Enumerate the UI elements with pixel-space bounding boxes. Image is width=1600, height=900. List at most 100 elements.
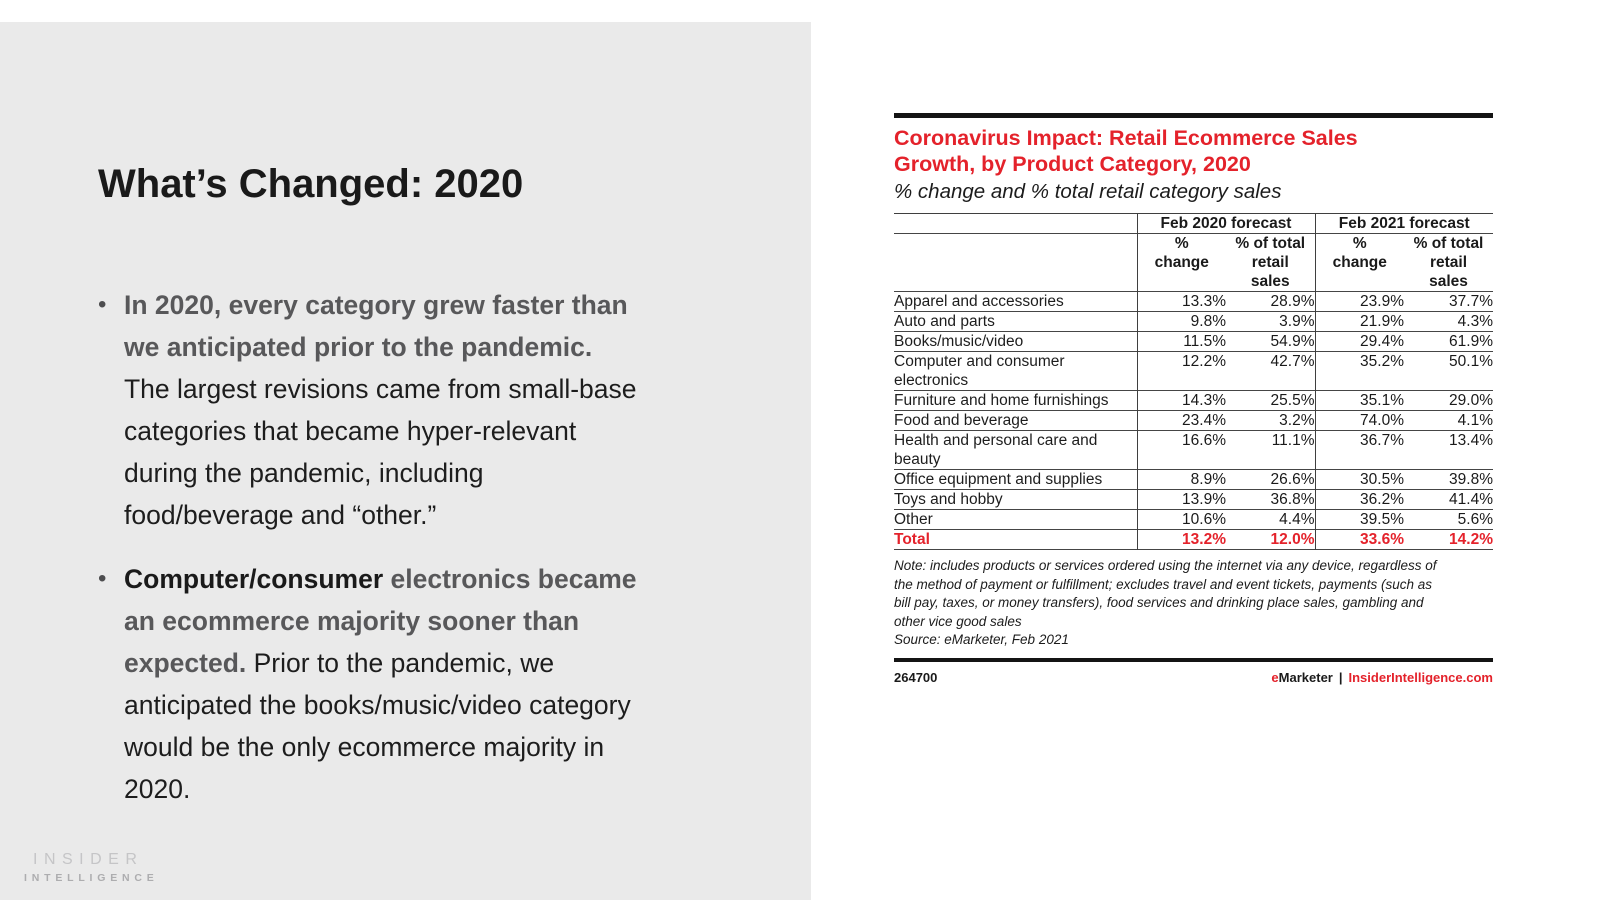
bullet-list: • In 2020, every category grew faster th… — [98, 284, 694, 832]
category-cell: Food and beverage — [894, 412, 1029, 429]
value-cell: 13.4% — [1449, 432, 1493, 449]
value-cell: 9.8% — [1136, 311, 1226, 332]
value-cell: 35.2% — [1314, 351, 1404, 391]
slide-left-panel: What’s Changed: 2020 • In 2020, every ca… — [0, 22, 811, 900]
chart-title: Coronavirus Impact: Retail Ecommerce Sal… — [894, 125, 1493, 177]
value-cell: 41.4% — [1449, 491, 1493, 508]
table-row: Other 10.6% 4.4% 39.5% 5.6% — [894, 509, 1493, 530]
forecast-table: Feb 2020 forecast Feb 2021 forecast % ch… — [894, 213, 1493, 550]
brand-insiderintelligence-link: InsiderIntelligence.com — [1348, 669, 1494, 685]
value-cell: 3.9% — [1279, 313, 1315, 330]
value-cell: 12.2% — [1136, 351, 1226, 391]
total-row: Total 13.2% 12.0% 33.6% 14.2% — [894, 529, 1493, 550]
value-cell: 26.6% — [1270, 471, 1315, 488]
value-cell: 50.1% — [1449, 353, 1493, 370]
category-cell: Books/music/video — [894, 333, 1024, 350]
total-value-cell: 13.2% — [1136, 529, 1226, 550]
value-cell: 39.8% — [1449, 471, 1493, 488]
value-cell: 23.9% — [1314, 291, 1404, 312]
bullet-segment: Prior to the pandemic, we anticipated th… — [124, 648, 631, 804]
logo-insider-text: INSIDER — [33, 851, 144, 868]
value-cell: 16.6% — [1136, 430, 1226, 470]
bullet-segment: Computer/consumer — [124, 564, 391, 594]
table-row: Computer and consumer electronics 12.2% … — [894, 351, 1493, 391]
category-cell: Other — [894, 511, 933, 528]
value-cell: 42.7% — [1270, 353, 1315, 370]
total-label-cell: Total — [894, 531, 930, 548]
table-row: Food and beverage 23.4% 3.2% 74.0% 4.1% — [894, 410, 1493, 431]
chart-id: 264700 — [894, 669, 938, 685]
brand-divider: | — [1338, 669, 1343, 685]
value-cell: 5.6% — [1457, 511, 1493, 528]
total-value-cell: 12.0% — [1270, 531, 1315, 548]
slide-title: What’s Changed: 2020 — [98, 162, 524, 206]
group-header-feb-2021: Feb 2021 forecast — [1314, 213, 1493, 234]
category-cell: Toys and hobby — [894, 491, 1003, 508]
value-cell: 74.0% — [1314, 410, 1404, 431]
value-cell: 3.2% — [1279, 412, 1315, 429]
value-cell: 13.9% — [1136, 489, 1226, 510]
chart-title-line2: Growth, by Product Category, 2020 — [894, 152, 1251, 176]
subheader-pct-change: % change — [1314, 233, 1404, 292]
bullet-dot: • — [98, 291, 107, 318]
table-group-header-row: Feb 2020 forecast Feb 2021 forecast — [894, 213, 1493, 234]
category-cell: Auto and parts — [894, 313, 995, 330]
bullet-text: Computer/consumer electronics became an … — [124, 558, 637, 810]
bullet-segment: The largest revisions came from small-ba… — [124, 374, 637, 530]
value-cell: 23.4% — [1136, 410, 1226, 431]
table-row: Books/music/video 11.5% 54.9% 29.4% 61.9… — [894, 331, 1493, 352]
brand-emarketer-e: e — [1271, 669, 1279, 685]
chart-source: Source: eMarketer, Feb 2021 — [894, 632, 1069, 647]
subheader-pct-change: % change — [1136, 233, 1226, 292]
value-cell: 21.9% — [1314, 311, 1404, 332]
value-cell: 29.4% — [1314, 331, 1404, 352]
value-cell: 39.5% — [1314, 509, 1404, 530]
brand-emarketer: eMarketer — [1271, 670, 1332, 685]
chart-note: Note: includes products or services orde… — [894, 558, 1437, 629]
table-row: Auto and parts 9.8% 3.9% 21.9% 4.3% — [894, 311, 1493, 332]
chart-bottom-rule — [894, 657, 1493, 662]
table-subheader-row: % change % of total retail sales % chang… — [894, 233, 1493, 292]
value-cell: 29.0% — [1449, 392, 1493, 409]
chart-top-rule — [894, 113, 1493, 118]
group-header-feb-2020: Feb 2020 forecast — [1136, 213, 1315, 234]
value-cell: 28.9% — [1270, 293, 1315, 310]
category-cell: Furniture and home furnishings — [894, 392, 1109, 409]
insider-intelligence-logo: INSIDER INTELLIGENCE — [24, 851, 159, 884]
bullet-item: • Computer/consumer electronics became a… — [98, 558, 694, 810]
value-cell: 13.3% — [1136, 291, 1226, 312]
logo-intelligence-text: INTELLIGENCE — [24, 872, 159, 884]
category-header-cell — [894, 214, 1137, 234]
table-row: Furniture and home furnishings 14.3% 25.… — [894, 390, 1493, 411]
chart-panel: Coronavirus Impact: Retail Ecommerce Sal… — [894, 113, 1493, 685]
chart-subtitle: % change and % total retail category sal… — [894, 180, 1282, 203]
category-cell: Office equipment and supplies — [894, 471, 1103, 488]
chart-title-line1: Coronavirus Impact: Retail Ecommerce Sal… — [894, 126, 1358, 150]
value-cell: 30.5% — [1314, 469, 1404, 490]
total-value-cell: 14.2% — [1449, 531, 1493, 548]
value-cell: 25.5% — [1270, 392, 1315, 409]
brand-emarketer-rest: Marketer — [1278, 669, 1333, 685]
value-cell: 36.7% — [1314, 430, 1404, 470]
value-cell: 11.5% — [1136, 331, 1226, 352]
chart-footer: 264700 eMarketer | InsiderIntelligence.com — [894, 670, 1493, 685]
value-cell: 35.1% — [1314, 390, 1404, 411]
value-cell: 10.6% — [1136, 509, 1226, 530]
bullet-segment: electronics became an ecommerce majority… — [124, 564, 637, 678]
total-value-cell: 33.6% — [1314, 529, 1404, 550]
category-cell: Health and personal care and beauty — [894, 432, 1098, 468]
subheader-pct-total: % of total retail sales — [1235, 235, 1306, 290]
value-cell: 37.7% — [1449, 293, 1493, 310]
value-cell: 4.3% — [1457, 313, 1493, 330]
value-cell: 36.2% — [1314, 489, 1404, 510]
table-row: Health and personal care and beauty 16.6… — [894, 430, 1493, 470]
value-cell: 61.9% — [1449, 333, 1493, 350]
value-cell: 4.1% — [1457, 412, 1493, 429]
bullet-text: In 2020, every category grew faster than… — [124, 284, 637, 536]
bullet-segment: In 2020, every category grew faster than… — [124, 290, 628, 362]
value-cell: 8.9% — [1136, 469, 1226, 490]
value-cell: 11.1% — [1271, 432, 1315, 449]
brand-line: eMarketer | InsiderIntelligence.com — [1271, 670, 1493, 685]
table-row: Office equipment and supplies 8.9% 26.6%… — [894, 469, 1493, 490]
table-row: Toys and hobby 13.9% 36.8% 36.2% 41.4% — [894, 489, 1493, 510]
